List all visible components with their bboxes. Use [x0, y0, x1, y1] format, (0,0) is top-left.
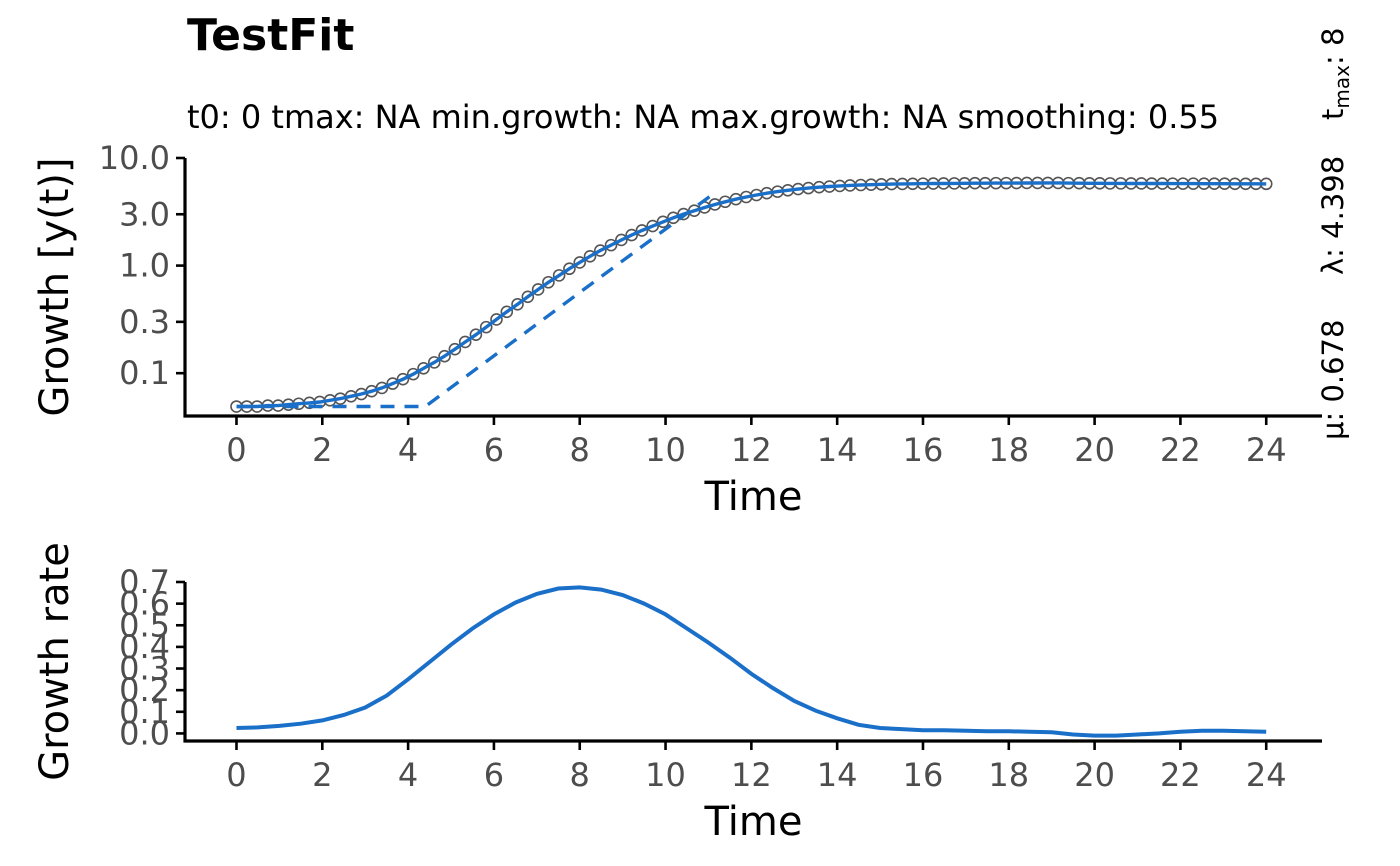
y-tick-label: 1.0: [119, 247, 170, 285]
x-tick-label: 22: [1160, 756, 1201, 794]
data-point: [386, 377, 399, 390]
growth-rate-line: [236, 585, 1267, 738]
x-tick-label: 20: [1074, 431, 1115, 469]
axis-lines: [183, 582, 1322, 743]
y-tick-label: 0.7: [119, 563, 170, 601]
chart-subtitle: t0: 0 tmax: NA min.growth: NA max.growth…: [187, 98, 1219, 136]
y-tick-label: 0.1: [119, 693, 170, 731]
y-tick-label: 0.0: [119, 714, 170, 752]
y-tick-label: 0.6: [119, 585, 170, 623]
growth-panel: 0 2 4 6 8 10 12 14 16 18 20 22 240.10.31.03.010.0Tim…: [32, 139, 1322, 520]
data-point: [646, 219, 659, 233]
data-point: [552, 269, 566, 282]
fit-line: [236, 181, 1267, 409]
parameter-labels: μ: 0.678 λ: 4.398 tmax: 8: [1316, 28, 1354, 440]
tmax-prefix: t: [1316, 109, 1350, 120]
y-tick-label: 0.4: [119, 628, 170, 666]
data-point: [615, 233, 628, 247]
data-point: [635, 224, 649, 237]
x-tick-label: 6: [484, 431, 504, 469]
data-point: [604, 238, 618, 252]
x-tick-label: 20: [1074, 756, 1115, 794]
data-point: [542, 275, 555, 289]
x-tick-label: 8: [570, 756, 590, 794]
axis-lines: [183, 158, 1322, 418]
y-axis-title: Growth rate: [32, 542, 78, 781]
data-point: [573, 256, 587, 269]
x-tick-label: 22: [1160, 431, 1201, 469]
data-point: [427, 356, 441, 369]
x-tick-label: 4: [398, 431, 418, 469]
x-tick-label: 0: [226, 756, 246, 794]
data-points: [230, 176, 1273, 413]
data-point: [521, 290, 535, 304]
data-point: [563, 262, 576, 276]
x-tick-label: 2: [312, 431, 332, 469]
tmax-subscript: max: [1330, 65, 1354, 109]
data-point: [417, 362, 430, 375]
y-tick-label: 3.0: [119, 195, 170, 233]
growth-rate-panel: 0 2 4 6 8 10 12 14 16 18 20 22 240.00.10.20.30.40.50…: [32, 542, 1322, 845]
x-tick-label: 4: [398, 756, 418, 794]
data-point: [458, 335, 472, 349]
tmax-label: tmax: 8: [1316, 28, 1354, 120]
x-tick-label: 14: [817, 756, 858, 794]
x-axis-title: Time: [704, 799, 803, 845]
chart-title: TestFit: [187, 10, 354, 61]
x-tick-label: 10: [645, 431, 686, 469]
tangent-line: [236, 192, 714, 409]
lambda-label: λ: 4.398: [1316, 156, 1350, 275]
x-tick-label: 10: [645, 756, 686, 794]
tmax-value: : 8: [1316, 28, 1350, 65]
x-tick-label: 0: [226, 431, 246, 469]
data-point: [438, 349, 451, 363]
data-point: [511, 297, 524, 311]
data-point: [500, 305, 514, 319]
x-tick-label: 18: [988, 431, 1029, 469]
data-point: [583, 250, 597, 263]
x-tick-label: 16: [903, 756, 944, 794]
x-tick-label: 24: [1246, 756, 1287, 794]
x-tick-label: 24: [1246, 431, 1287, 469]
x-tick-label: 14: [817, 431, 858, 469]
data-point: [406, 367, 420, 381]
data-point: [490, 313, 503, 326]
data-point: [396, 372, 410, 386]
data-point: [625, 228, 638, 242]
y-tick-label: 0.1: [119, 354, 170, 392]
data-point: [448, 342, 462, 356]
x-tick-label: 12: [731, 431, 772, 469]
data-point: [594, 244, 607, 257]
x-tick-label: 18: [988, 756, 1029, 794]
y-tick-label: 10.0: [99, 139, 170, 177]
mu-label: μ: 0.678: [1316, 320, 1350, 440]
y-tick-label: 0.3: [119, 650, 170, 688]
data-point: [469, 328, 483, 341]
x-tick-label: 2: [312, 756, 332, 794]
y-tick-label: 0.2: [119, 671, 170, 709]
x-tick-label: 8: [570, 431, 590, 469]
y-tick-label: 0.5: [119, 606, 170, 644]
x-tick-label: 16: [903, 431, 944, 469]
x-tick-label: 12: [731, 756, 772, 794]
y-axis-title: Growth [y(t)]: [32, 157, 78, 416]
y-tick-label: 0.3: [119, 303, 170, 341]
x-axis-title: Time: [704, 474, 803, 520]
data-point: [479, 320, 493, 334]
x-tick-label: 6: [484, 756, 504, 794]
data-point: [531, 283, 545, 296]
